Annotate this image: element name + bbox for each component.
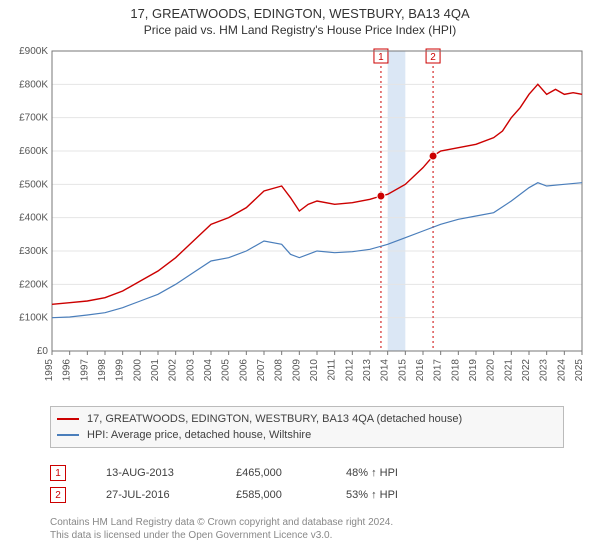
svg-text:2021: 2021 [503, 359, 514, 382]
svg-text:£300K: £300K [19, 246, 48, 257]
svg-text:1996: 1996 [62, 359, 73, 382]
svg-text:£100K: £100K [19, 313, 48, 324]
sales-table: 1 13-AUG-2013 £465,000 48% ↑ HPI 2 27-JU… [50, 462, 398, 506]
svg-text:2007: 2007 [256, 359, 267, 382]
sale-marker-1: 1 [50, 465, 66, 481]
legend-item-property: 17, GREATWOODS, EDINGTON, WESTBURY, BA13… [57, 411, 557, 427]
svg-text:2022: 2022 [521, 359, 532, 382]
svg-text:£400K: £400K [19, 213, 48, 224]
sale-row-1: 1 13-AUG-2013 £465,000 48% ↑ HPI [50, 462, 398, 484]
svg-text:1: 1 [378, 52, 384, 63]
legend: 17, GREATWOODS, EDINGTON, WESTBURY, BA13… [50, 406, 564, 448]
sale-date: 27-JUL-2016 [106, 489, 196, 501]
svg-text:£600K: £600K [19, 146, 48, 157]
sale-row-2: 2 27-JUL-2016 £585,000 53% ↑ HPI [50, 484, 398, 506]
svg-text:2000: 2000 [132, 359, 143, 382]
chart-area: £0 £100K £200K £300K £400K £500K £600K £700K £80… [10, 45, 590, 395]
footer-attribution: Contains HM Land Registry data © Crown c… [50, 516, 393, 542]
svg-text:£200K: £200K [19, 279, 48, 290]
svg-text:2003: 2003 [185, 359, 196, 382]
svg-text:2: 2 [430, 52, 436, 63]
svg-text:2015: 2015 [397, 359, 408, 382]
svg-text:2014: 2014 [380, 359, 391, 382]
footer-line-2: This data is licensed under the Open Gov… [50, 529, 393, 542]
legend-swatch-hpi [57, 434, 79, 436]
svg-text:2009: 2009 [291, 359, 302, 382]
legend-label: 17, GREATWOODS, EDINGTON, WESTBURY, BA13… [87, 413, 462, 425]
svg-text:2011: 2011 [327, 359, 338, 381]
svg-text:2020: 2020 [486, 359, 497, 382]
svg-text:£500K: £500K [19, 179, 48, 190]
svg-text:2012: 2012 [344, 359, 355, 382]
sale-vs-hpi: 48% ↑ HPI [346, 467, 398, 479]
svg-text:£900K: £900K [19, 46, 48, 57]
svg-text:2025: 2025 [574, 359, 585, 382]
legend-swatch-property [57, 418, 79, 420]
svg-text:1997: 1997 [79, 359, 90, 382]
svg-text:1998: 1998 [97, 359, 108, 382]
svg-text:2016: 2016 [415, 359, 426, 382]
svg-text:2002: 2002 [168, 359, 179, 382]
svg-text:2024: 2024 [556, 359, 567, 382]
sale-marker-2: 2 [50, 487, 66, 503]
chart-container: 17, GREATWOODS, EDINGTON, WESTBURY, BA13… [0, 0, 600, 560]
svg-text:2013: 2013 [362, 359, 373, 382]
sale-price: £465,000 [236, 467, 306, 479]
svg-text:2023: 2023 [539, 359, 550, 382]
svg-text:2001: 2001 [150, 359, 161, 382]
sale-date: 13-AUG-2013 [106, 467, 196, 479]
svg-text:£0: £0 [37, 346, 49, 357]
svg-text:£700K: £700K [19, 113, 48, 124]
svg-text:1999: 1999 [115, 359, 126, 382]
chart-subtitle: Price paid vs. HM Land Registry's House … [0, 21, 600, 37]
svg-text:£800K: £800K [19, 79, 48, 90]
footer-line-1: Contains HM Land Registry data © Crown c… [50, 516, 393, 529]
svg-text:2018: 2018 [450, 359, 461, 382]
svg-text:2004: 2004 [203, 359, 214, 382]
svg-text:2017: 2017 [433, 359, 444, 382]
chart-title: 17, GREATWOODS, EDINGTON, WESTBURY, BA13… [0, 0, 600, 21]
svg-text:1995: 1995 [44, 359, 55, 382]
svg-text:2006: 2006 [238, 359, 249, 382]
sale-vs-hpi: 53% ↑ HPI [346, 489, 398, 501]
svg-text:2010: 2010 [309, 359, 320, 382]
legend-item-hpi: HPI: Average price, detached house, Wilt… [57, 427, 557, 443]
svg-text:2005: 2005 [221, 359, 232, 382]
sale-price: £585,000 [236, 489, 306, 501]
line-chart: £0 £100K £200K £300K £400K £500K £600K £700K £80… [10, 45, 590, 395]
svg-text:2008: 2008 [274, 359, 285, 382]
svg-text:2019: 2019 [468, 359, 479, 382]
legend-label: HPI: Average price, detached house, Wilt… [87, 429, 311, 441]
